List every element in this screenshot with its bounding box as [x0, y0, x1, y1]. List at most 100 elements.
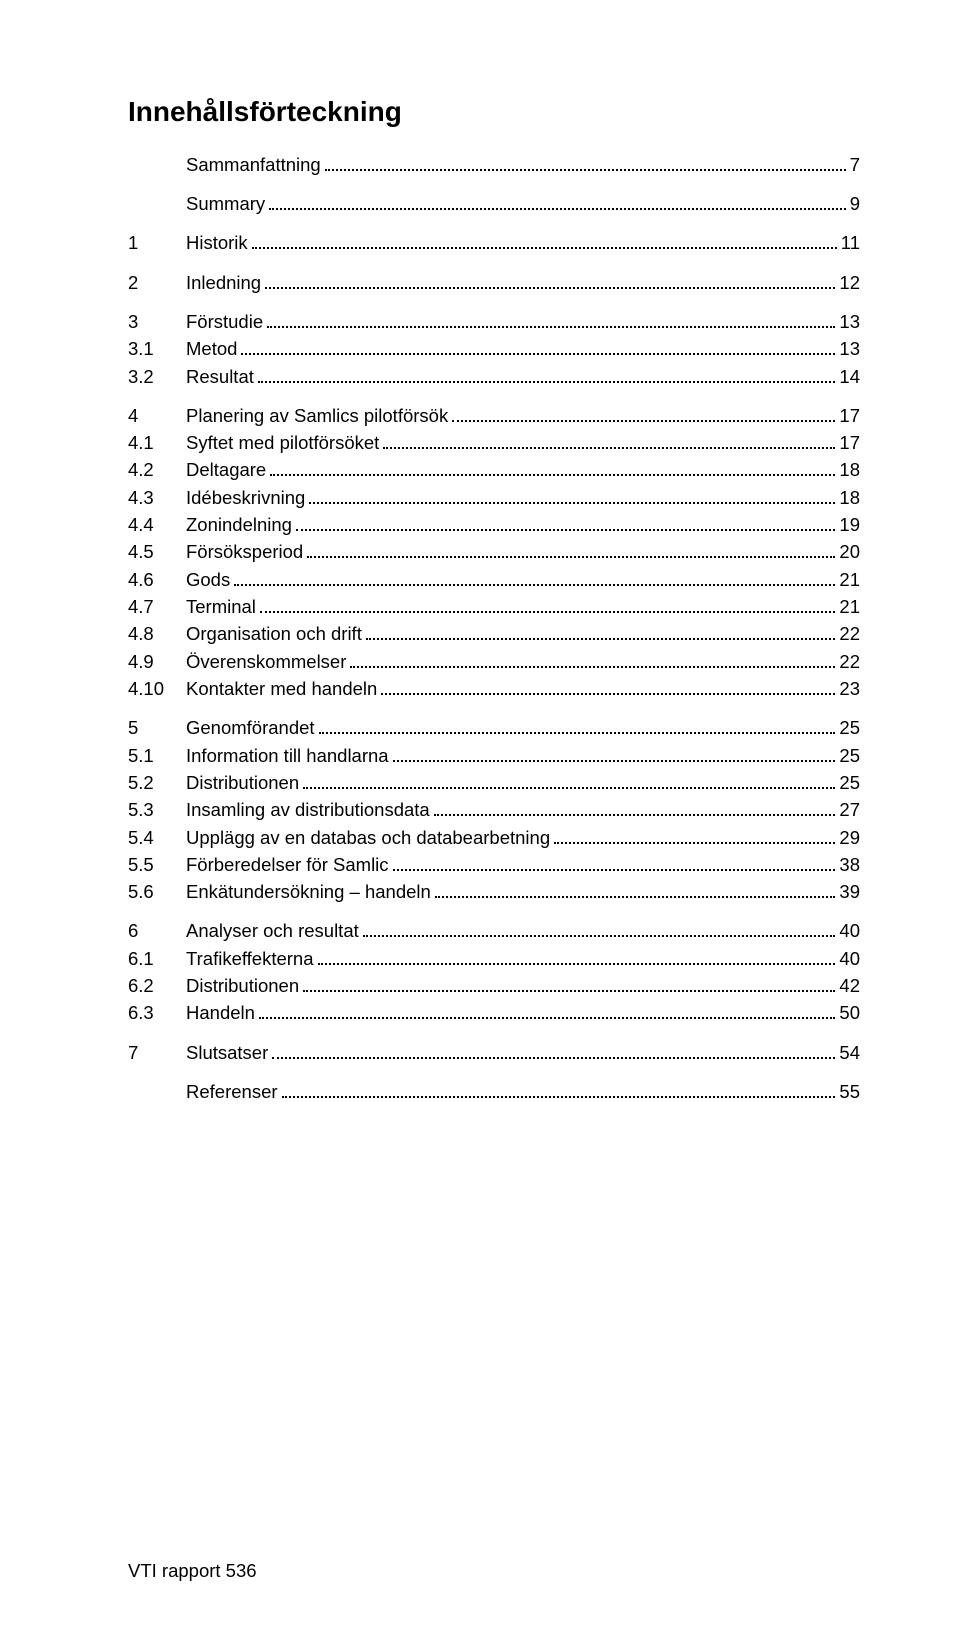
toc-page-number: 21 [839, 595, 860, 619]
toc-leader-dots [319, 716, 836, 735]
toc-label: Organisation och drift [186, 622, 362, 646]
toc-page-number: 17 [839, 404, 860, 428]
toc-number: 2 [128, 271, 186, 295]
toc-page-number: 14 [839, 365, 860, 389]
toc-row: 5.4Upplägg av en databas och databearbet… [128, 825, 860, 849]
toc-label: Terminal [186, 595, 256, 619]
toc-page-number: 21 [839, 568, 860, 592]
toc-label: Sammanfattning [186, 153, 321, 177]
toc-leader-dots [363, 919, 836, 938]
toc-page-number: 25 [839, 771, 860, 795]
toc-row: 5.3Insamling av distributionsdata27 [128, 798, 860, 822]
toc-leader-dots [325, 152, 846, 171]
toc-number: 6.1 [128, 947, 186, 971]
toc-page-number: 25 [839, 744, 860, 768]
toc-page-number: 55 [839, 1080, 860, 1104]
toc-label: Analyser och resultat [186, 919, 359, 943]
toc-row: 5.1Information till handlarna25 [128, 743, 860, 767]
footer-text: VTI rapport 536 [128, 1560, 257, 1582]
toc-number: 5.6 [128, 880, 186, 904]
toc-number: 4.10 [128, 677, 186, 701]
toc-label: Zonindelning [186, 513, 292, 537]
toc-page-number: 18 [839, 458, 860, 482]
toc-row: 1Historik11 [128, 231, 860, 255]
toc-leader-dots [269, 191, 846, 210]
toc-number: 5.2 [128, 771, 186, 795]
toc-row: 5.6Enkätundersökning – handeln 39 [128, 880, 860, 904]
toc-label: Metod [186, 337, 237, 361]
toc-label: Distributionen [186, 771, 299, 795]
toc-number: 3 [128, 310, 186, 334]
toc-page-number: 29 [839, 826, 860, 850]
toc-page-number: 22 [839, 622, 860, 646]
toc-page-number: 18 [839, 486, 860, 510]
toc-page-number: 23 [839, 677, 860, 701]
toc-page-number: 25 [839, 716, 860, 740]
toc-label: Försöksperiod [186, 540, 303, 564]
toc-leader-dots [452, 403, 835, 422]
toc-number: 4.5 [128, 540, 186, 564]
toc-row: 4Planering av Samlics pilotförsök 17 [128, 403, 860, 427]
toc-page-number: 9 [850, 192, 860, 216]
toc-page-number: 20 [839, 540, 860, 564]
toc-leader-dots [241, 337, 835, 356]
toc-leader-dots [303, 973, 835, 992]
toc-label: Upplägg av en databas och databearbetnin… [186, 826, 550, 850]
toc-label: Deltagare [186, 458, 266, 482]
toc-page-number: 27 [839, 798, 860, 822]
toc-label: Historik [186, 231, 248, 255]
toc-label: Slutsatser [186, 1041, 268, 1065]
toc-page-number: 40 [839, 947, 860, 971]
toc-row: 3.2Resultat 14 [128, 364, 860, 388]
page-title: Innehållsförteckning [128, 96, 860, 128]
toc-row: 6.2Distributionen42 [128, 973, 860, 997]
toc-page-number: 12 [839, 271, 860, 295]
toc-page-number: 54 [839, 1041, 860, 1065]
toc-label: Insamling av distributionsdata [186, 798, 430, 822]
toc-row: 3.1Metod 13 [128, 337, 860, 361]
toc-row: 5.2Distributionen 25 [128, 770, 860, 794]
toc-number: 5.5 [128, 853, 186, 877]
toc-label: Referenser [186, 1080, 278, 1104]
toc-row: 4.5Försöksperiod 20 [128, 540, 860, 564]
toc-number: 5.4 [128, 826, 186, 850]
toc-number: 4.6 [128, 568, 186, 592]
toc-page-number: 40 [839, 919, 860, 943]
toc-page-number: 13 [839, 310, 860, 334]
toc-page-number: 13 [839, 337, 860, 361]
toc-leader-dots [282, 1079, 836, 1098]
toc-page-number: 17 [839, 431, 860, 455]
toc-row: 4.7Terminal21 [128, 594, 860, 618]
toc-leader-dots [303, 770, 835, 789]
toc-label: Förstudie [186, 310, 263, 334]
toc-leader-dots [435, 880, 836, 899]
toc-label: Resultat [186, 365, 254, 389]
toc-leader-dots [258, 364, 836, 383]
toc-leader-dots [259, 1001, 836, 1020]
toc-leader-dots [252, 231, 837, 250]
toc-label: Planering av Samlics pilotförsök [186, 404, 448, 428]
toc-row: 4.4Zonindelning19 [128, 512, 860, 536]
toc-leader-dots [309, 485, 835, 504]
toc-row: Referenser 55 [128, 1079, 860, 1103]
toc-row: Summary9 [128, 191, 860, 215]
toc-leader-dots [393, 852, 836, 871]
toc-row: 4.2Deltagare18 [128, 458, 860, 482]
toc-row: 4.8Organisation och drift22 [128, 622, 860, 646]
toc-label: Enkätundersökning – handeln [186, 880, 431, 904]
toc-number: 6.3 [128, 1001, 186, 1025]
toc-row: 6Analyser och resultat 40 [128, 919, 860, 943]
toc-label: Gods [186, 568, 230, 592]
toc-number: 3.2 [128, 365, 186, 389]
toc-label: Inledning [186, 271, 261, 295]
toc-number: 6 [128, 919, 186, 943]
toc-leader-dots [307, 540, 835, 559]
toc-number: 4.9 [128, 650, 186, 674]
toc-number: 4.3 [128, 486, 186, 510]
toc-number: 4 [128, 404, 186, 428]
toc-number: 3.1 [128, 337, 186, 361]
toc-number: 1 [128, 231, 186, 255]
toc-page-number: 19 [839, 513, 860, 537]
toc-leader-dots [272, 1040, 835, 1059]
toc-page-number: 39 [839, 880, 860, 904]
